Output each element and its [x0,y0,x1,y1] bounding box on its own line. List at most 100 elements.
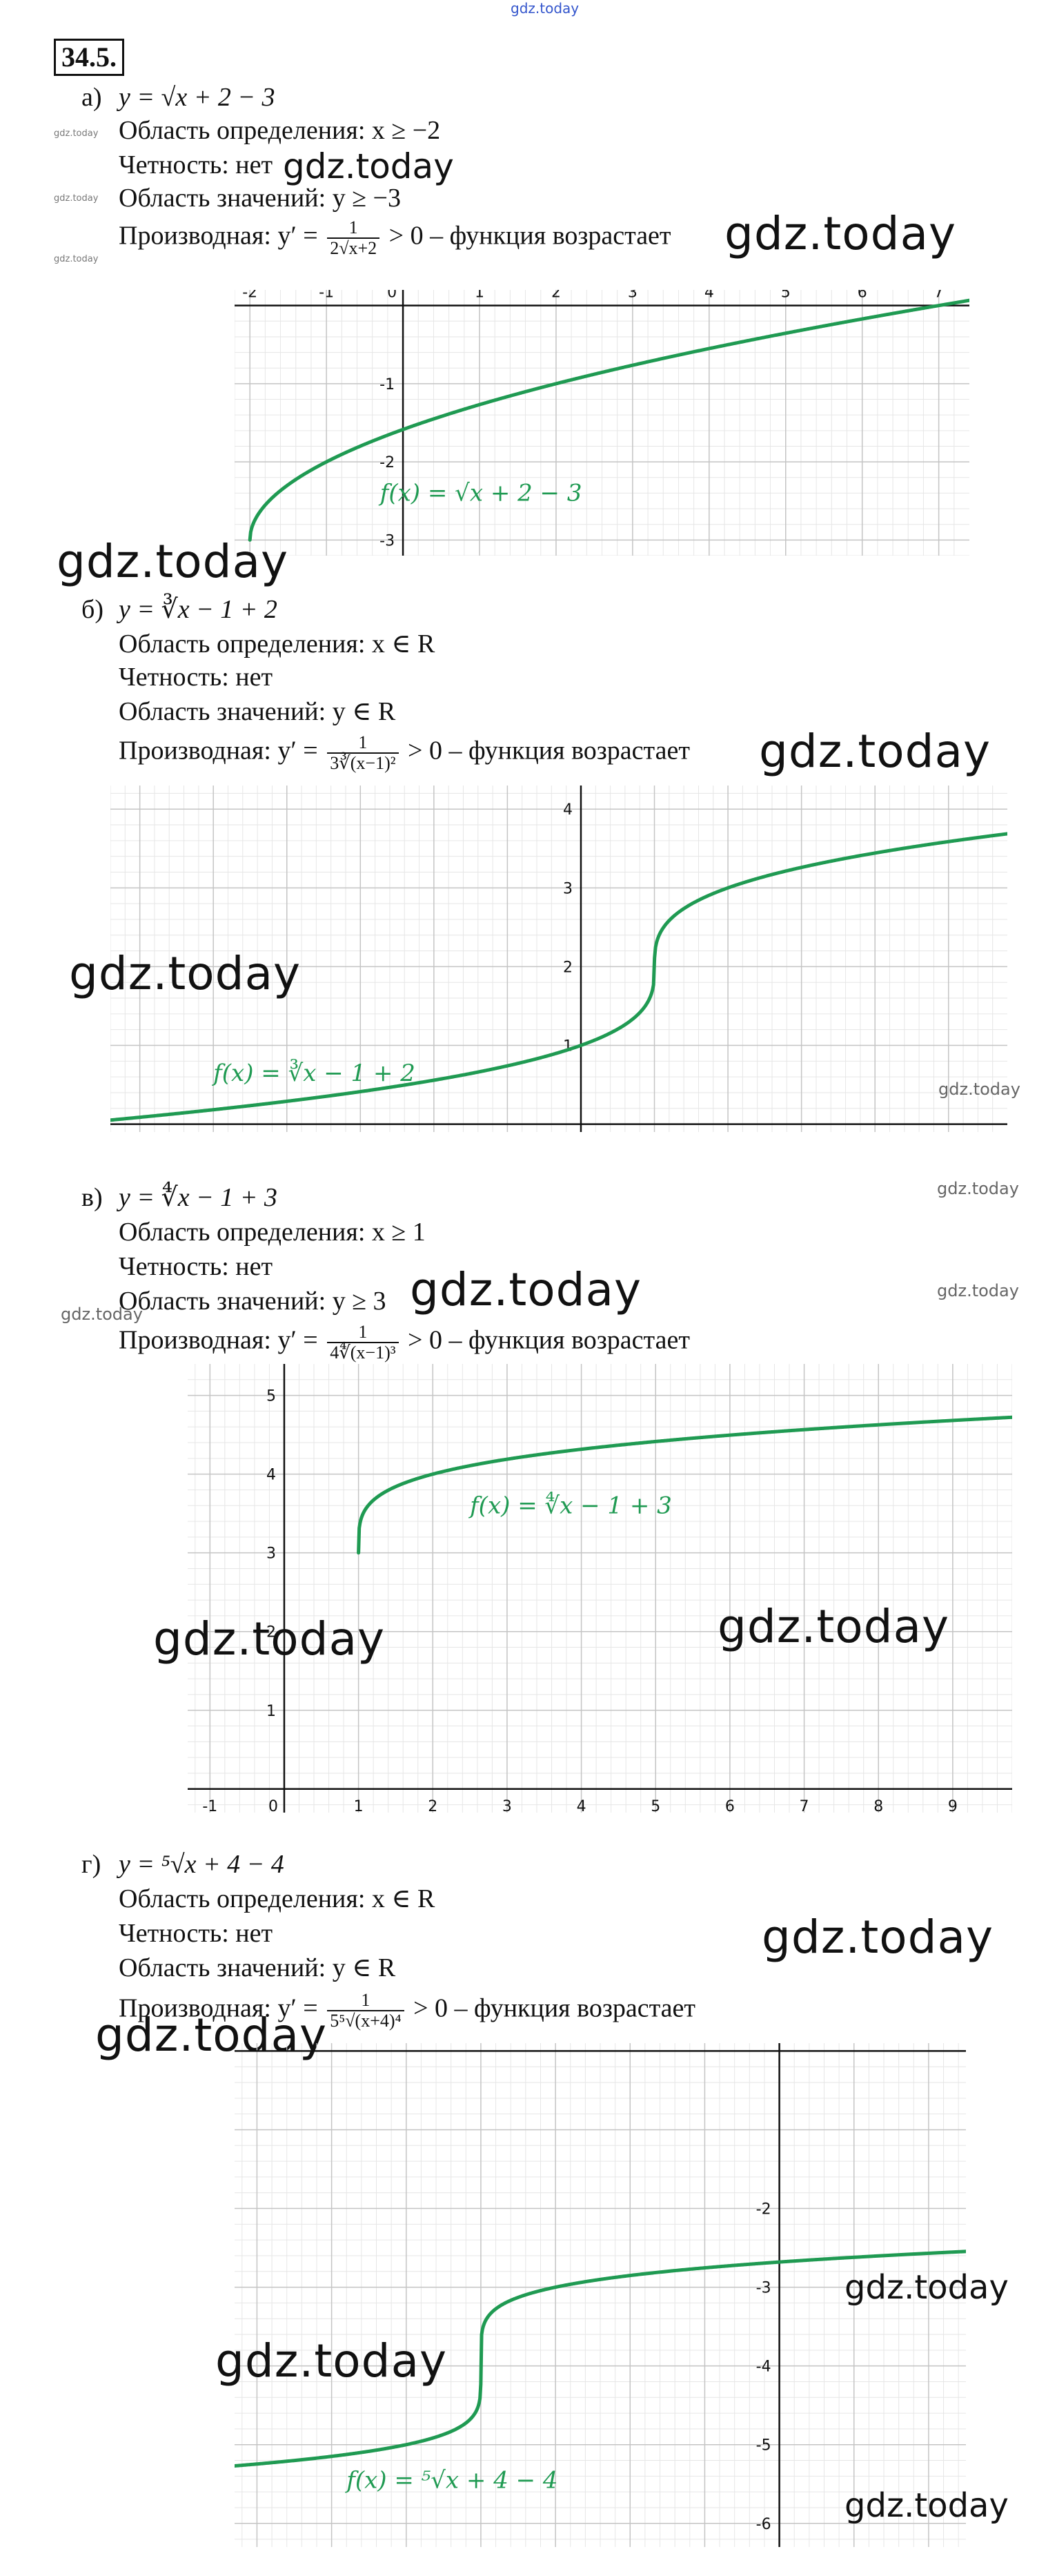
watermark: gdz.today [844,2486,1009,2525]
x-tick-label: 6 [858,290,867,302]
function-label: f(x) = ⁵√x + 4 − 4 [344,2466,557,2494]
part-v-range: Область значений: y ≥ 3 [119,1287,386,1316]
part-a-range: Область значений: y ≥ −3 [119,184,401,213]
function-curve [110,832,1007,1122]
function-curve [235,2250,966,2468]
x-tick-label: -3 [548,2043,563,2047]
x-tick-label: 2 [428,1798,437,1813]
y-tick-label: 4 [563,801,573,819]
y-tick-label: -3 [756,2280,771,2297]
x-tick-label: -1 [697,2043,712,2047]
y-tick-label: 1 [266,1703,276,1720]
watermark-small: gdz.today [938,1080,1020,1099]
part-v-parity: Четность: нет [119,1252,273,1281]
function-curve [248,298,969,542]
part-a-domain: Область определения: x ≥ −2 [119,116,441,145]
y-tick-label: 3 [266,1545,276,1563]
x-tick-label: 1 [849,2043,859,2047]
derivative-suffix: > 0 – функция возрастает [408,1325,690,1355]
fraction-numerator: 1 [327,1991,404,2011]
x-tick-label: -1 [319,290,334,302]
y-tick-label: -6 [756,2516,771,2533]
fraction-denominator: 3∛(x−1)² [330,753,396,773]
function-curve [357,1415,1012,1555]
graph-b: -6-5-4-3-2-10123451234f(x) = ∛x − 1 + 2 [110,786,1007,1132]
x-tick-label: 0 [764,2043,773,2047]
function-text: y = ⁵√x + 4 − 4 [119,1850,284,1879]
part-letter: г) [81,1850,101,1879]
part-a-function: а) y = √x + 2 − 3 [81,81,275,113]
part-b-derivative: Производная: y′ = 1 3∛(x−1)² > 0 – функци… [119,733,690,773]
x-tick-label: 1 [354,1798,364,1813]
x-tick-label: 0 [387,290,397,302]
fraction-denominator: 2√x+2 [330,238,377,258]
derivative-fraction: 1 3∛(x−1)² [327,733,399,773]
y-tick-label: -4 [756,2359,771,2376]
y-tick-label: 4 [266,1467,276,1484]
derivative-prefix: Производная: y′ = [119,1993,318,2023]
derivative-prefix: Производная: y′ = [119,221,318,251]
y-tick-label: -2 [379,454,395,471]
function-label: f(x) = ∜x − 1 + 3 [468,1492,672,1520]
x-tick-label: -7 [249,2043,264,2047]
graph-g: -7 -6 -5 -4 -3 -2 -1 0 1 2 -2 -3 -4 -5 -6 f(x) = ⁵√x + … [235,2043,966,2547]
derivative-fraction: 1 4∜(x−1)³ [327,1323,399,1363]
derivative-suffix: > 0 – функция возрастает [388,221,671,251]
site-name[interactable]: gdz.today [511,0,580,17]
fraction-numerator: 1 [327,733,399,754]
derivative-suffix: > 0 – функция возрастает [408,736,690,765]
x-tick-label: 9 [948,1798,958,1813]
part-g-range: Область значений: y ∈ R [119,1953,396,1982]
derivative-prefix: Производная: y′ = [119,1325,318,1355]
fraction-denominator: 4∜(x−1)³ [330,1343,396,1363]
derivative-suffix: > 0 – функция возрастает [413,1993,695,2023]
watermark-tiny: gdz.today [54,128,99,139]
y-tick-label: -3 [379,532,395,549]
watermark: gdz.today [759,725,991,778]
derivative-fraction: 1 2√x+2 [327,218,380,258]
fraction-numerator: 1 [327,1323,399,1343]
part-a-derivative: Производная: y′ = 1 2√x+2 > 0 – функция в… [119,218,671,258]
x-tick-label: 2 [551,290,561,302]
watermark: gdz.today [215,2334,448,2388]
part-g-function: г) y = ⁵√x + 4 − 4 [81,1848,284,1880]
watermark: gdz.today [718,1600,950,1653]
x-tick-label: -2 [242,290,257,302]
x-tick-label: 5 [651,1798,660,1813]
x-tick-label: 1 [475,290,484,302]
x-tick-label: 5 [781,290,791,302]
watermark: gdz.today [283,146,454,186]
y-tick-label: 3 [563,880,573,897]
x-tick-label: 2 [924,2043,933,2047]
function-label: f(x) = ∛x − 1 + 2 [211,1059,415,1087]
watermark-tiny: gdz.today [54,193,99,204]
x-tick-label: 3 [628,290,638,302]
watermark-small: gdz.today [937,1281,1019,1300]
part-g-domain: Область определения: x ∈ R [119,1884,435,1913]
watermark: gdz.today [844,2268,1009,2307]
function-text: y = ∜x − 1 + 3 [119,1183,277,1212]
watermark: gdz.today [95,2009,328,2062]
part-a-parity: Четность: нет [119,150,273,179]
x-tick-label: -1 [202,1798,217,1813]
y-tick-label: -1 [379,376,395,393]
derivative-prefix: Производная: y′ = [119,736,318,765]
part-letter: а) [81,83,102,112]
function-label: f(x) = √x + 2 − 3 [378,480,582,507]
x-tick-label: 3 [502,1798,512,1813]
watermark: gdz.today [410,1263,642,1316]
watermark-small: gdz.today [61,1305,143,1324]
part-letter: в) [81,1183,103,1212]
watermark-small: gdz.today [937,1179,1019,1198]
graph-a: -2 -1 0 1 2 3 4 5 6 7 -1 -2 -3 f(x) = √x + 2 − 3 [235,290,969,556]
x-tick-label: 8 [873,1798,883,1813]
derivative-fraction: 1 5⁵√(x+4)⁴ [327,1991,404,2031]
part-b-parity: Четность: нет [119,663,273,692]
part-b-domain: Область определения: x ∈ R [119,630,435,658]
y-tick-label: -2 [756,2201,771,2218]
watermark: gdz.today [153,1612,386,1666]
y-tick-label: -5 [756,2437,771,2455]
x-tick-label: -6 [324,2043,339,2047]
fraction-denominator: 5⁵√(x+4)⁴ [330,2011,402,2031]
graph-v: -1 0 1 2 3 4 5 6 7 8 9 1 2 3 4 5 f(x) = ∜x − 1 + 3 [188,1364,1012,1813]
